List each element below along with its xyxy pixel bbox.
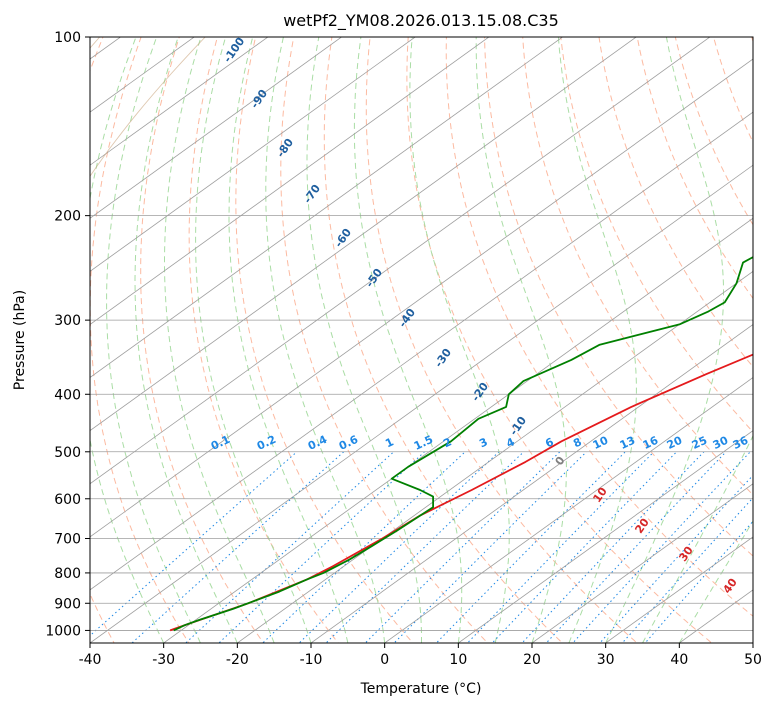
x-tick-label: 0 xyxy=(380,652,389,668)
x-tick-label: -10 xyxy=(300,652,323,668)
moist-adiabat xyxy=(228,37,349,643)
x-tick-label: 40 xyxy=(670,652,688,668)
isotherm xyxy=(90,37,416,272)
pressure-gridlines xyxy=(90,37,753,631)
y-tick-label: 200 xyxy=(54,209,81,225)
dry-adiabat xyxy=(188,37,339,643)
isotherm xyxy=(457,430,753,643)
y-tick-label: 500 xyxy=(54,445,81,461)
dry-adiabat xyxy=(406,37,713,643)
dewpoint-line xyxy=(173,256,753,632)
x-tick-label: 30 xyxy=(597,652,615,668)
isotherms xyxy=(90,37,753,643)
y-tick-label: 1000 xyxy=(45,623,81,639)
dry-adiabat xyxy=(522,37,753,496)
dry-adiabat xyxy=(323,37,564,643)
isotherm xyxy=(90,58,753,538)
moist-adiabat xyxy=(134,37,238,643)
isotherm xyxy=(310,323,753,643)
x-tick-label: 20 xyxy=(523,652,541,668)
x-tick-label: 10 xyxy=(449,652,467,668)
temperature-line xyxy=(169,353,753,632)
dry-adiabat xyxy=(483,37,753,557)
dry-adiabat xyxy=(140,37,265,643)
moist-adiabat xyxy=(265,37,386,643)
y-tick-label: 800 xyxy=(54,566,81,582)
plot-frame xyxy=(89,36,754,644)
moist-adiabat xyxy=(605,37,724,643)
isotherm xyxy=(90,164,753,643)
x-tick-label: -20 xyxy=(226,652,249,668)
y-tick-label: 700 xyxy=(54,532,81,548)
mixing-ratio-label: 30 xyxy=(711,434,731,452)
moist-adiabat xyxy=(557,37,637,643)
mixing-ratio-label: 36 xyxy=(731,434,751,452)
dry-adiabat xyxy=(445,37,753,617)
x-tick-label: -40 xyxy=(79,652,102,668)
moist-adiabat xyxy=(306,37,422,643)
x-tick-label: -30 xyxy=(152,652,175,668)
mixing-ratio-label: 25 xyxy=(690,434,709,452)
moist-adiabat xyxy=(409,37,510,643)
isotherm xyxy=(90,37,343,219)
isotherm xyxy=(531,483,753,643)
isotherm xyxy=(90,111,753,591)
mixing-ratio-label: 16 xyxy=(641,434,661,452)
moist-adiabat xyxy=(353,37,463,643)
y-tick-label: 300 xyxy=(54,313,81,329)
y-axis-label: Pressure (hPa) xyxy=(12,290,28,390)
x-tick-label: 50 xyxy=(744,652,762,668)
mixing-ratio-label: 10 xyxy=(591,434,611,452)
x-axis-label: Temperature (°C) xyxy=(360,681,482,697)
y-tick-label: 900 xyxy=(54,596,81,612)
moist-adiabat xyxy=(475,37,567,643)
y-tick-label: 600 xyxy=(54,492,81,508)
dry-adiabat xyxy=(365,37,638,643)
mixing-ratio-label: 20 xyxy=(665,434,685,452)
profile-series xyxy=(169,256,753,632)
dry-adiabat xyxy=(90,37,190,643)
y-axis-ticks: 1000 900 800 700 600 500 400 300 200 100 xyxy=(45,30,90,639)
y-tick-label: 400 xyxy=(54,387,81,403)
isotherm xyxy=(90,37,269,166)
isotherm xyxy=(90,37,711,485)
x-axis-ticks: -40 -30 -20 -10 0 10 20 30 40 50 xyxy=(79,643,762,668)
dry-adiabat xyxy=(235,37,414,643)
moist-adiabat xyxy=(106,37,201,643)
mixing-ratio-label: 13 xyxy=(618,434,637,452)
isotherm xyxy=(604,536,753,643)
y-tick-label: 100 xyxy=(54,30,81,46)
isotherm xyxy=(162,217,753,643)
isotherm xyxy=(90,37,564,379)
isotherm xyxy=(383,377,753,643)
chart-title: wetPf2_YM08.2026.013.15.08.C35 xyxy=(283,11,559,31)
isotherm xyxy=(90,37,490,325)
isotherm xyxy=(90,37,637,432)
plot-area: -100-90-80-70-60-50-40-30-20-10010203040… xyxy=(90,37,753,643)
